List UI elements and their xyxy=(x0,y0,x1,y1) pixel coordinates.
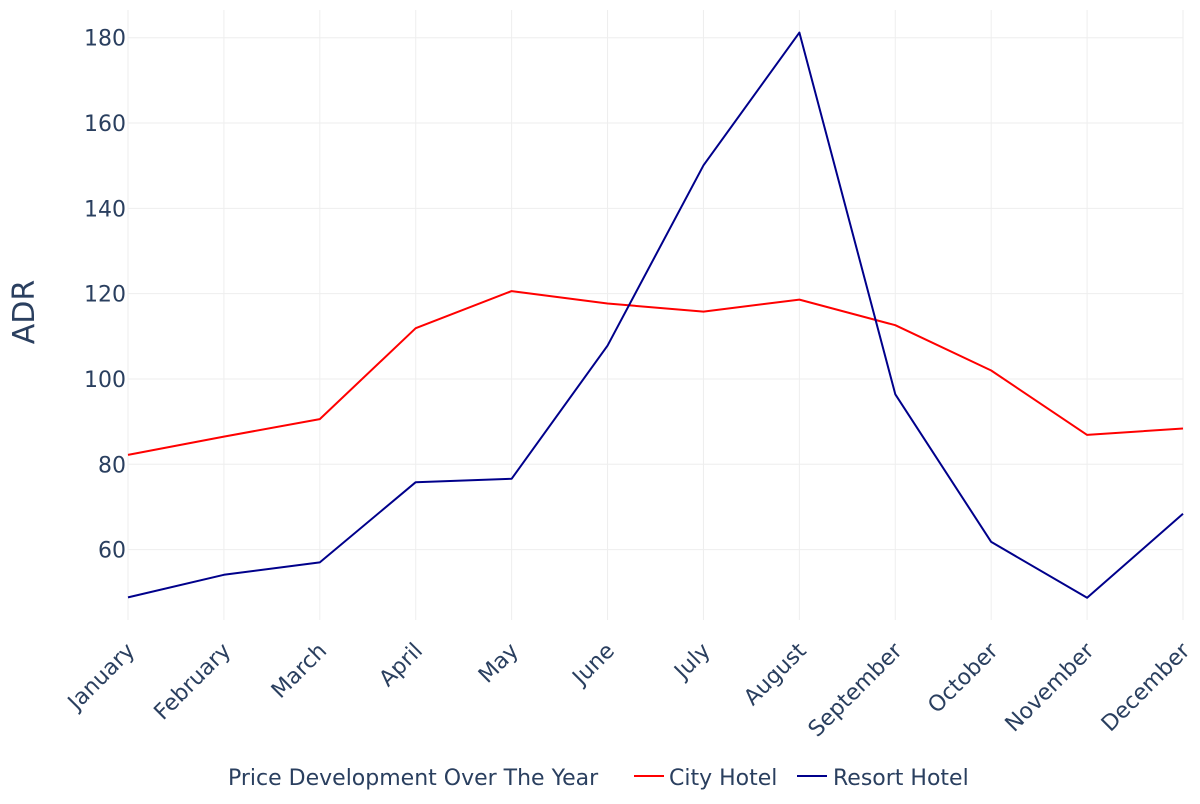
series-lines xyxy=(128,33,1183,598)
series-line-resort-hotel xyxy=(128,33,1183,598)
y-tick-label: 80 xyxy=(98,453,126,478)
series-line-city-hotel xyxy=(128,291,1183,455)
x-tick-label: November xyxy=(1001,638,1100,737)
legend-label: City Hotel xyxy=(669,766,777,791)
x-tick-label: December xyxy=(1097,638,1196,737)
x-tick-label: May xyxy=(474,639,524,689)
x-tick-label: September xyxy=(804,638,908,742)
legend-label: Resort Hotel xyxy=(833,766,969,791)
y-axis-ticks: 60 80 100 120 140 160 180 xyxy=(84,27,126,564)
y-tick-label: 60 xyxy=(98,539,126,564)
x-tick-label: January xyxy=(62,639,140,717)
x-tick-label: July xyxy=(669,639,716,686)
grid xyxy=(128,10,1183,620)
y-axis-title: ADR xyxy=(7,280,42,344)
y-tick-label: 180 xyxy=(84,27,126,52)
legend-title: Price Development Over The Year xyxy=(228,766,599,791)
y-tick-label: 100 xyxy=(84,368,126,393)
x-tick-label: March xyxy=(267,639,332,704)
y-tick-label: 140 xyxy=(84,197,126,222)
y-tick-label: 120 xyxy=(84,283,126,308)
x-tick-label: August xyxy=(739,638,811,710)
y-tick-label: 160 xyxy=(84,112,126,137)
legend: Price Development Over The Year City Hot… xyxy=(228,766,969,791)
x-tick-label: February xyxy=(150,639,237,726)
x-tick-label: June xyxy=(567,639,620,692)
x-tick-label: April xyxy=(375,639,428,692)
x-tick-label: October xyxy=(923,638,1004,719)
